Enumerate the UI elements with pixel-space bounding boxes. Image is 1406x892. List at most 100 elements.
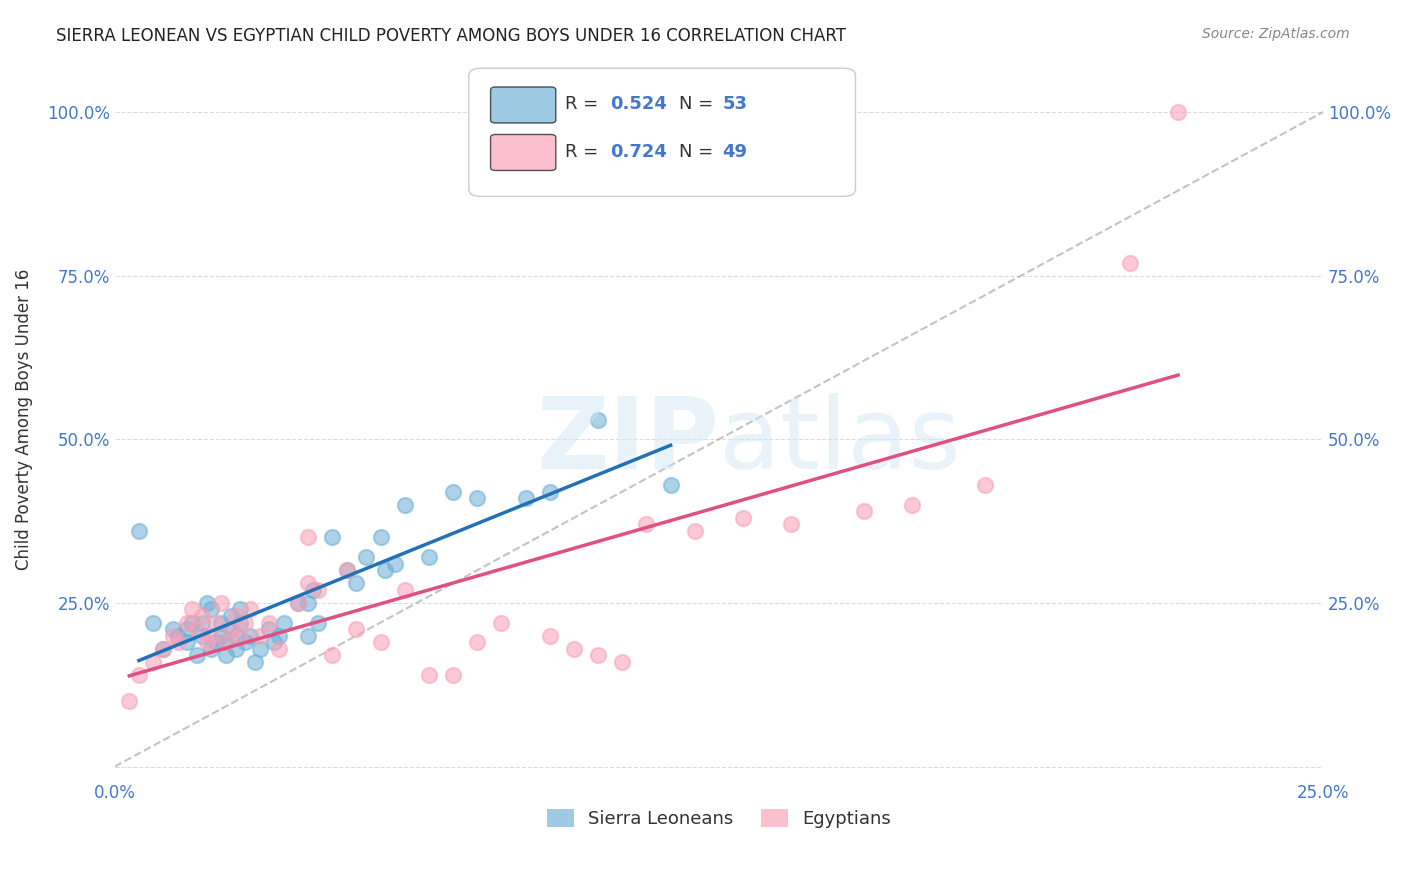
FancyBboxPatch shape [468, 69, 855, 196]
Point [297, 530, 319, 544]
Point [1119, 255, 1142, 269]
Point [307, 615, 329, 630]
Legend: Sierra Leoneans, Egyptians: Sierra Leoneans, Egyptians [540, 802, 898, 836]
Point [538, 484, 561, 499]
Point [346, 576, 368, 591]
Point [205, 635, 228, 649]
Point [249, 629, 271, 643]
Point [394, 498, 416, 512]
Point [219, 622, 242, 636]
Point [1167, 105, 1189, 120]
Point [142, 655, 165, 669]
Text: 53: 53 [723, 95, 748, 113]
Point [973, 478, 995, 492]
Point [586, 412, 609, 426]
Point [239, 629, 262, 643]
FancyBboxPatch shape [491, 87, 555, 123]
Text: 0.524: 0.524 [610, 95, 666, 113]
Point [418, 668, 440, 682]
Point [418, 550, 440, 565]
Point [128, 524, 150, 538]
Text: N =: N = [679, 95, 718, 113]
Point [215, 635, 238, 649]
Text: R =: R = [565, 144, 605, 161]
Point [209, 629, 232, 643]
Point [190, 629, 212, 643]
Point [166, 635, 188, 649]
Point [239, 602, 262, 616]
Point [267, 629, 290, 643]
Point [200, 641, 222, 656]
Point [307, 582, 329, 597]
Text: Source: ZipAtlas.com: Source: ZipAtlas.com [1202, 27, 1350, 41]
Point [186, 648, 208, 663]
Point [370, 635, 392, 649]
Point [162, 629, 184, 643]
Point [586, 648, 609, 663]
Point [233, 615, 256, 630]
Point [215, 635, 238, 649]
Point [162, 622, 184, 636]
Point [636, 517, 658, 532]
Point [259, 622, 281, 636]
Point [263, 635, 285, 649]
Point [394, 582, 416, 597]
Text: ZIP: ZIP [536, 392, 718, 490]
Point [267, 641, 290, 656]
Text: 0.724: 0.724 [610, 144, 666, 161]
Point [321, 648, 343, 663]
Point [205, 615, 228, 630]
Text: SIERRA LEONEAN VS EGYPTIAN CHILD POVERTY AMONG BOYS UNDER 16 CORRELATION CHART: SIERRA LEONEAN VS EGYPTIAN CHILD POVERTY… [56, 27, 846, 45]
Point [195, 635, 218, 649]
Point [515, 491, 537, 505]
Point [780, 517, 803, 532]
Point [200, 629, 222, 643]
Point [200, 602, 222, 616]
Point [176, 635, 198, 649]
Point [181, 602, 204, 616]
Point [297, 629, 319, 643]
Point [190, 609, 212, 624]
Point [229, 602, 252, 616]
Point [354, 550, 377, 565]
Text: 49: 49 [723, 144, 748, 161]
Point [225, 629, 247, 643]
Point [562, 641, 585, 656]
Point [441, 484, 464, 499]
Text: R =: R = [565, 95, 605, 113]
Point [491, 615, 513, 630]
Point [852, 504, 875, 518]
Point [166, 629, 188, 643]
Point [215, 648, 238, 663]
Point [195, 596, 218, 610]
Point [128, 668, 150, 682]
Point [142, 615, 165, 630]
Point [287, 596, 309, 610]
Point [374, 563, 396, 577]
Point [287, 596, 309, 610]
Point [321, 530, 343, 544]
Point [441, 668, 464, 682]
Point [225, 641, 247, 656]
Point [249, 641, 271, 656]
Point [186, 622, 208, 636]
Point [465, 491, 488, 505]
Point [336, 563, 359, 577]
Point [219, 609, 242, 624]
Point [370, 530, 392, 544]
Point [190, 615, 212, 630]
Point [901, 498, 924, 512]
Point [538, 629, 561, 643]
Point [336, 563, 359, 577]
Point [297, 576, 319, 591]
Point [209, 615, 232, 630]
Point [152, 641, 174, 656]
Text: N =: N = [679, 144, 718, 161]
Point [219, 622, 242, 636]
Point [118, 694, 141, 708]
Point [225, 609, 247, 624]
Point [229, 629, 252, 643]
Point [465, 635, 488, 649]
Point [233, 635, 256, 649]
Point [152, 641, 174, 656]
